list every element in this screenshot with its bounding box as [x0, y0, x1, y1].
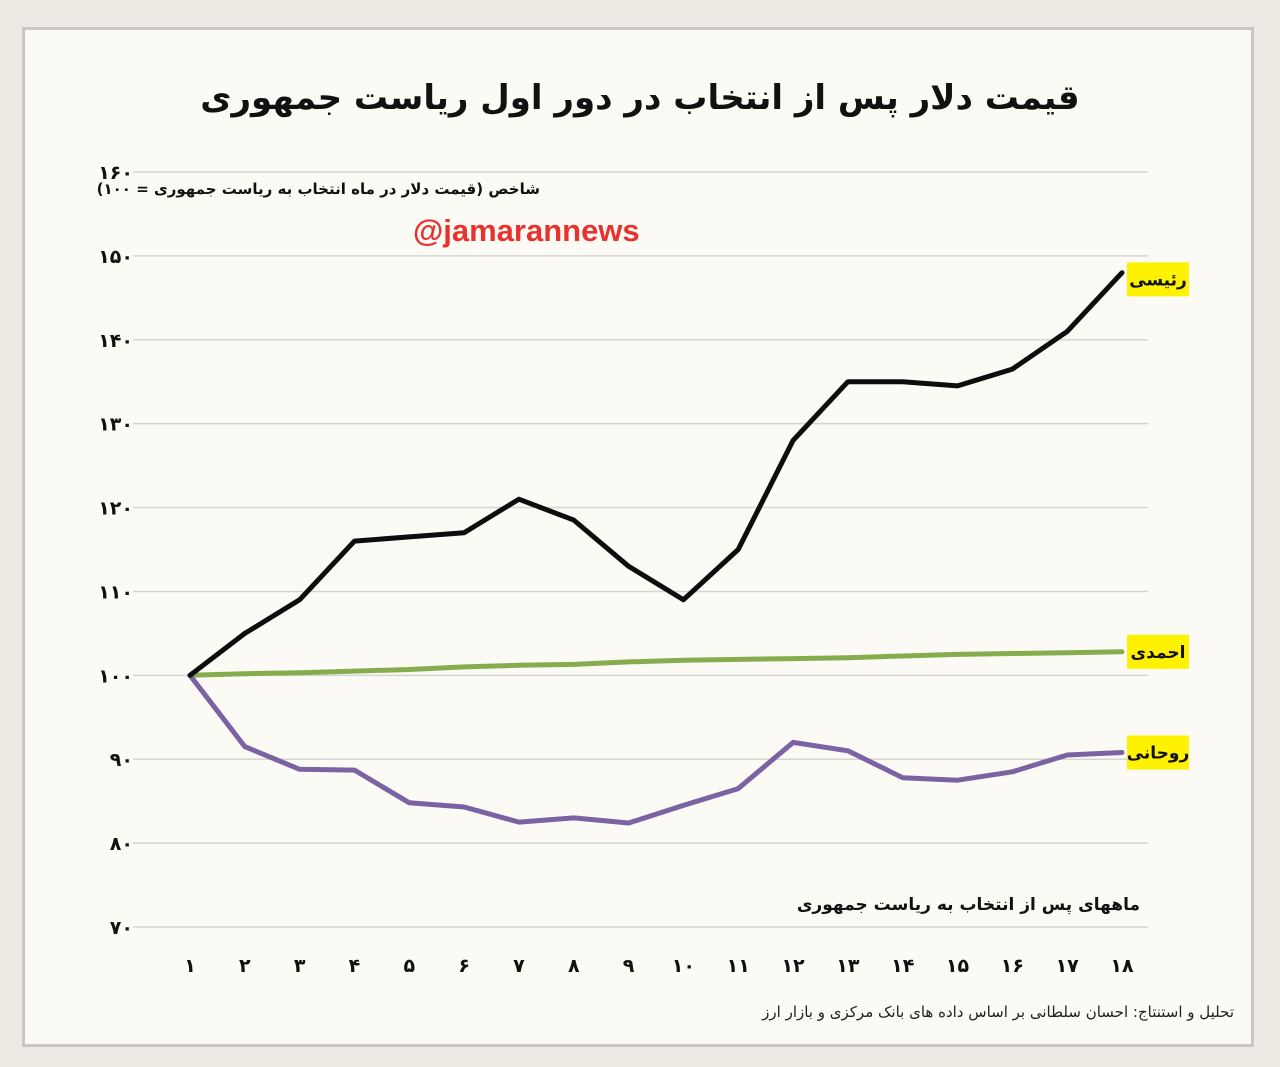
x-tick-label: ۱۳	[836, 955, 860, 977]
y-tick-label: ۱۱۰	[98, 581, 133, 603]
y-tick-labels: ۱۶۰ ۱۵۰ ۱۴۰ ۱۳۰ ۱۲۰ ۱۱۰ ۱۰۰ ۹۰ ۸۰ ۷۰	[98, 162, 133, 939]
x-tick-label: ۱۸	[1110, 955, 1134, 977]
y-tick-label: ۱۰۰	[98, 665, 133, 687]
x-tick-label: ۱۶	[1001, 955, 1024, 977]
x-tick-label: ۳	[294, 955, 306, 977]
series-label: احمدی	[1131, 643, 1186, 663]
y-tick-label: ۱۴۰	[98, 330, 133, 352]
series-line	[187, 270, 1125, 678]
y-tick-label: ۹۰	[110, 749, 133, 771]
series-lines	[187, 270, 1125, 826]
x-tick-label: ۸	[568, 955, 580, 977]
series-line	[187, 649, 1125, 678]
x-tick-label: ۱۲	[781, 955, 805, 977]
x-tick-label: ۱۵	[946, 955, 970, 977]
x-tick-label: ۵	[403, 955, 415, 977]
x-tick-label: ۶	[458, 955, 470, 977]
label-background	[1127, 262, 1189, 297]
series-label-tag: روحانی	[1127, 735, 1190, 770]
x-tick-label: ۱۷	[1056, 955, 1080, 977]
chart-title: قیمت دلار پس از انتخاب در دور اول ریاست …	[200, 78, 1080, 118]
label-background	[1127, 735, 1189, 770]
series-label-tag: احمدی	[1127, 634, 1189, 669]
x-tick-label: ۴	[349, 955, 361, 977]
y-axis-label: شاخص (قیمت دلار در ماه انتخاب به ریاست ج…	[96, 180, 540, 198]
x-tick-label: ۱۰	[672, 955, 695, 977]
series-label-tag: رئیسی	[1127, 262, 1189, 297]
y-tick-label: ۱۳۰	[98, 414, 133, 436]
y-tick-label: ۱۵۰	[98, 246, 133, 268]
y-tick-label: ۱۲۰	[98, 498, 133, 520]
x-tick-label: ۹	[623, 955, 635, 977]
x-tick-label: ۱۴	[891, 955, 914, 977]
gridlines	[133, 171, 1148, 928]
series-label: روحانی	[1127, 744, 1190, 764]
label-background	[1127, 634, 1189, 669]
series-labels: رئیسی احمدی روحانی	[1127, 262, 1190, 770]
y-tick-label: ۱۶۰	[98, 162, 133, 184]
x-axis-label: ماههای پس از انتخاب به ریاست جمهوری	[796, 895, 1140, 915]
x-tick-label: ۲	[239, 955, 251, 977]
watermark: @jamarannews	[413, 213, 640, 248]
series-line	[187, 672, 1125, 826]
y-tick-label: ۸۰	[110, 833, 133, 855]
series-label: رئیسی	[1129, 270, 1187, 290]
chart-frame	[22, 27, 1254, 1047]
x-tick-label: ۱	[184, 955, 196, 977]
source-note: تحلیل و استنتاج: احسان سلطانی بر اساس دا…	[762, 1003, 1234, 1021]
x-tick-label: ۷	[513, 955, 525, 977]
x-tick-label: ۱۱	[727, 955, 750, 977]
y-tick-label: ۷۰	[110, 917, 133, 939]
x-tick-labels: ۱ ۲ ۳ ۴ ۵ ۶ ۷ ۸ ۹ ۱۰ ۱۱ ۱۲ ۱۳ ۱۴ ۱۵ ۱۶ ۱۷ ۱۸	[184, 955, 1134, 977]
